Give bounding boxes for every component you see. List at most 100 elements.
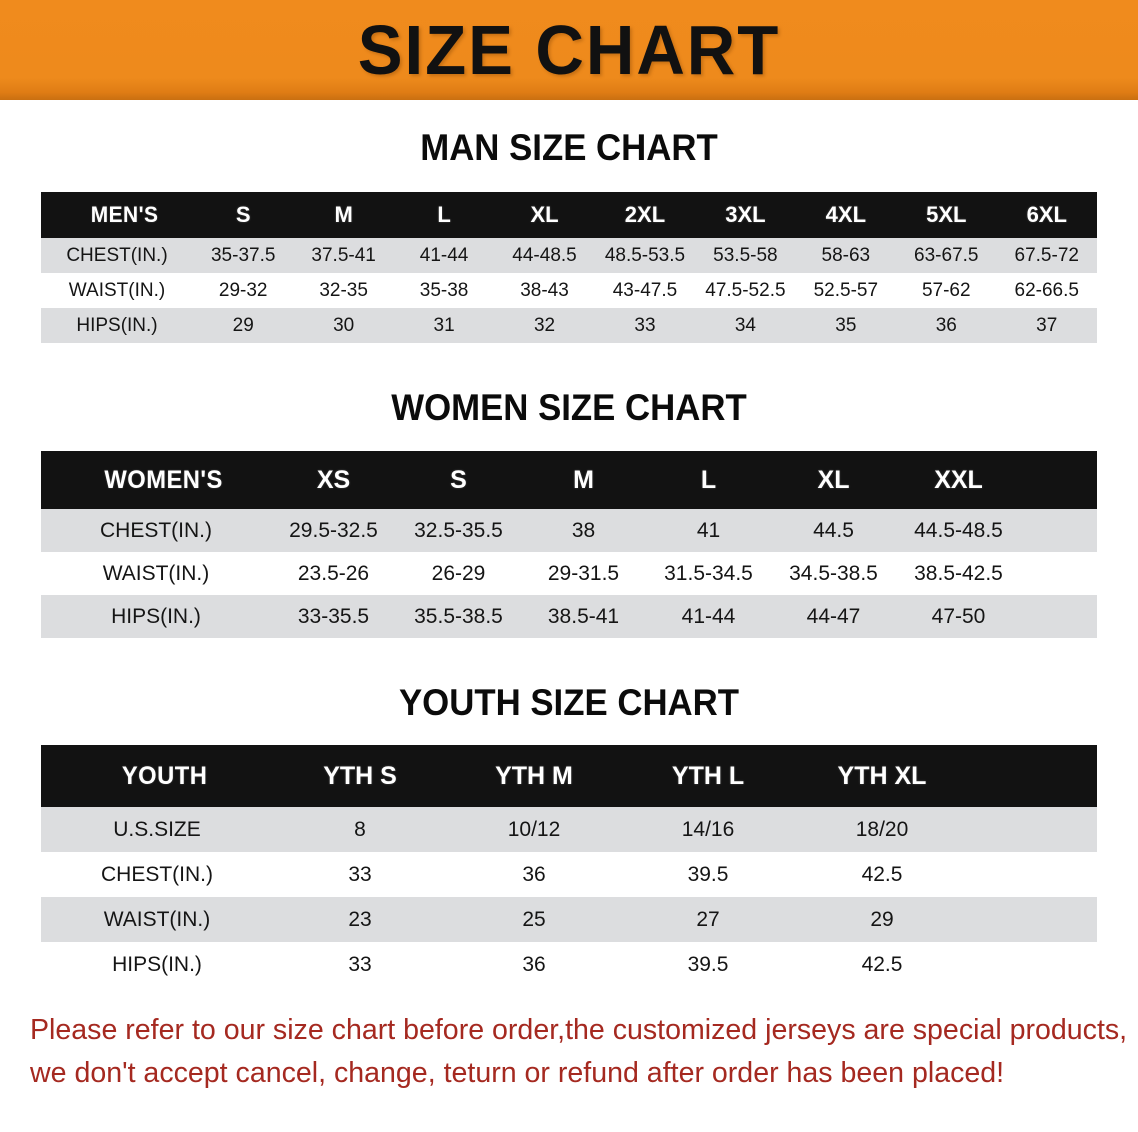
women-col-header: XL [817, 465, 850, 494]
man-corner-label: MEN'S [90, 202, 159, 227]
women-col-header: M [573, 465, 594, 494]
man-cell: 44-48.5 [512, 244, 577, 266]
youth-cell: 25 [522, 907, 546, 931]
women-cell: 44.5 [813, 518, 854, 542]
man-cell: 29 [232, 314, 254, 336]
women-cell: 38.5-41 [547, 604, 620, 628]
youth-cell-spacer [969, 942, 1097, 987]
youth-col-header: YTH S [323, 761, 397, 790]
man-cell: 37.5-41 [311, 244, 376, 266]
youth-size-table-wrap: YOUTH YTH S YTH M YTH L YTH XL U.S.SIZE … [41, 745, 1097, 987]
youth-cell: 27 [696, 907, 720, 931]
table-row: HIPS(IN.) 29 30 31 32 33 34 35 36 37 [41, 308, 1097, 343]
youth-section-heading: YOUTH SIZE CHART [398, 682, 740, 723]
youth-row-label: WAIST(IN.) [103, 907, 211, 931]
order-disclaimer: Please refer to our size chart before or… [30, 1009, 1128, 1095]
man-cell: 58-63 [821, 244, 871, 266]
man-cell: 33 [634, 314, 656, 336]
man-cell: 53.5-58 [713, 244, 778, 266]
women-cell: 35.5-38.5 [414, 604, 503, 628]
youth-cell-spacer [969, 897, 1097, 942]
youth-cell: 39.5 [687, 952, 729, 976]
youth-size-table: YOUTH YTH S YTH M YTH L YTH XL U.S.SIZE … [41, 745, 1097, 987]
man-table-header-row: MEN'S S M L XL 2XL 3XL 4XL 5XL 6XL [41, 192, 1097, 238]
youth-cell: 39.5 [687, 862, 729, 886]
man-col-header: XL [530, 202, 559, 227]
man-col-header: M [334, 202, 353, 227]
table-row: WAIST(IN.) 23.5-26 26-29 29-31.5 31.5-34… [41, 552, 1097, 595]
man-cell: 31 [433, 314, 455, 336]
youth-row-label: CHEST(IN.) [101, 862, 213, 886]
youth-cell: 8 [354, 817, 366, 841]
women-cell: 38.5-42.5 [914, 561, 1003, 585]
women-header-spacer [1021, 451, 1097, 509]
man-row-label: HIPS(IN.) [76, 314, 158, 336]
man-cell: 67.5-72 [1014, 244, 1079, 266]
women-cell: 44.5-48.5 [914, 518, 1003, 542]
youth-cell: 42.5 [861, 862, 903, 886]
man-cell: 35-37.5 [210, 244, 276, 266]
women-cell: 29-31.5 [547, 561, 620, 585]
disclaimer-line-1: Please refer to our size chart before or… [30, 1014, 1128, 1046]
women-corner-label: WOMEN'S [104, 465, 223, 494]
man-cell: 47.5-52.5 [705, 279, 786, 301]
disclaimer-line-2: we don't accept cancel, change, teturn o… [30, 1056, 1005, 1089]
man-section-heading: MAN SIZE CHART [420, 127, 718, 168]
women-size-table-wrap: WOMEN'S XS S M L XL XXL CHEST(IN.) 29.5-… [41, 451, 1097, 638]
women-row-label: HIPS(IN.) [111, 604, 201, 628]
women-cell: 47-50 [931, 604, 986, 628]
women-cell: 41 [696, 518, 721, 542]
man-cell: 36 [935, 314, 957, 336]
women-cell: 29.5-32.5 [289, 518, 378, 542]
man-cell: 35 [835, 314, 857, 336]
women-col-header: XS [316, 465, 351, 494]
man-cell: 57-62 [921, 279, 971, 301]
youth-cell: 36 [522, 862, 546, 886]
youth-cell: 33 [348, 952, 372, 976]
youth-row-label: HIPS(IN.) [112, 952, 202, 976]
table-row: CHEST(IN.) 33 36 39.5 42.5 [41, 852, 1097, 897]
youth-table-header-row: YOUTH YTH S YTH M YTH L YTH XL [41, 745, 1097, 807]
youth-cell: 42.5 [861, 952, 903, 976]
man-cell: 30 [333, 314, 355, 336]
youth-cell: 18/20 [855, 817, 909, 841]
women-row-label: WAIST(IN.) [102, 561, 210, 585]
man-col-header: 4XL [825, 202, 867, 227]
man-row-label: CHEST(IN.) [66, 244, 168, 266]
man-cell: 62-66.5 [1014, 279, 1079, 301]
youth-corner-label: YOUTH [121, 761, 208, 790]
youth-cell-spacer [969, 807, 1097, 852]
man-cell: 38-43 [520, 279, 569, 301]
table-row: WAIST(IN.) 29-32 32-35 35-38 38-43 43-47… [41, 273, 1097, 308]
youth-cell: 33 [348, 862, 372, 886]
women-cell: 41-44 [681, 604, 736, 628]
table-row: CHEST(IN.) 35-37.5 37.5-41 41-44 44-48.5… [41, 238, 1097, 273]
man-cell: 32-35 [319, 279, 368, 301]
table-row: CHEST(IN.) 29.5-32.5 32.5-35.5 38 41 44.… [41, 509, 1097, 552]
women-col-header: S [450, 465, 467, 494]
man-cell: 37 [1036, 314, 1058, 336]
table-row: WAIST(IN.) 23 25 27 29 [41, 897, 1097, 942]
women-size-table: WOMEN'S XS S M L XL XXL CHEST(IN.) 29.5-… [41, 451, 1097, 638]
youth-cell: 36 [522, 952, 546, 976]
man-cell: 41-44 [419, 244, 469, 266]
youth-cell-spacer [969, 852, 1097, 897]
youth-col-header: YTH XL [837, 761, 927, 790]
youth-cell: 10/12 [507, 817, 561, 841]
women-cell: 26-29 [431, 561, 486, 585]
youth-row-label: U.S.SIZE [113, 817, 201, 841]
man-col-header: S [235, 202, 251, 227]
man-cell: 32 [533, 314, 556, 336]
women-cell: 32.5-35.5 [414, 518, 503, 542]
page-banner: SIZE CHART [0, 0, 1138, 100]
women-table-header-row: WOMEN'S XS S M L XL XXL [41, 451, 1097, 509]
youth-col-header: YTH L [671, 761, 745, 790]
man-size-table: MEN'S S M L XL 2XL 3XL 4XL 5XL 6XL CHEST… [41, 192, 1097, 343]
women-col-header: L [700, 465, 717, 494]
youth-header-spacer [969, 745, 1097, 807]
youth-col-header: YTH M [495, 761, 573, 790]
man-cell: 63-67.5 [914, 244, 979, 266]
women-cell-spacer [1021, 595, 1097, 638]
page-title: SIZE CHART [357, 11, 781, 89]
women-cell-spacer [1021, 509, 1097, 552]
